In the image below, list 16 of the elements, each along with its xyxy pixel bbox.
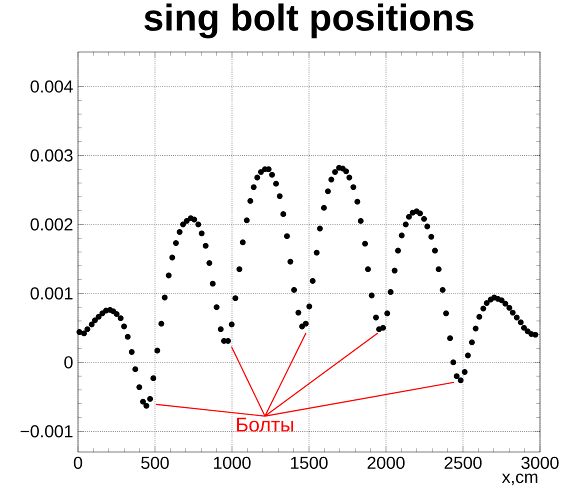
x-tick-label: 500 [141,456,169,469]
x-tick-label: 0 [74,456,82,469]
y-tick-label: 0.004 [30,80,73,93]
x-tick-label: 1500 [291,456,328,469]
y-tick-label: −0.001 [20,425,72,438]
x-tick-label: 2000 [368,456,405,469]
x-tick-label: 1000 [214,456,251,469]
y-tick-label: 0.001 [30,287,72,300]
chart-title: sing bolt positions [144,3,474,38]
x-axis-title: x,cm [502,474,538,486]
y-tick-label: 0 [64,356,73,368]
x-tick-label: 2500 [444,456,482,469]
x-tick-label: 3000 [521,456,559,469]
y-tick-label: 0.003 [30,149,73,162]
annotation: Болты [237,418,294,432]
y-tick-label: 0.002 [30,218,72,231]
